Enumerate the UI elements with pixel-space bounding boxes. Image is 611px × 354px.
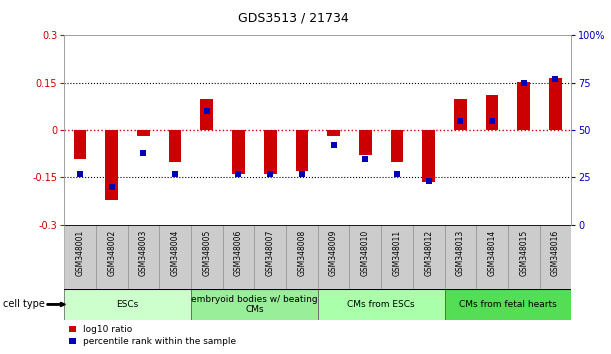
Bar	[445, 225, 476, 289]
Bar	[64, 289, 191, 320]
Text: embryoid bodies w/ beating
CMs: embryoid bodies w/ beating CMs	[191, 295, 318, 314]
Bar	[191, 225, 222, 289]
Text: GSM348016: GSM348016	[551, 230, 560, 276]
Bar	[191, 289, 318, 320]
Bar	[74, 130, 86, 159]
Bar	[159, 225, 191, 289]
Text: GSM348009: GSM348009	[329, 230, 338, 276]
Text: GSM348015: GSM348015	[519, 230, 529, 276]
Bar	[137, 130, 150, 136]
Bar	[445, 289, 571, 320]
Bar	[96, 225, 128, 289]
Text: GSM348014: GSM348014	[488, 230, 497, 276]
Bar	[413, 225, 445, 289]
Text: ESCs: ESCs	[117, 300, 139, 309]
Bar	[286, 225, 318, 289]
Bar	[318, 225, 349, 289]
Bar	[318, 289, 445, 320]
Bar	[518, 82, 530, 130]
Bar	[254, 225, 286, 289]
Bar	[64, 225, 96, 289]
Bar	[232, 130, 245, 174]
Text: GSM348012: GSM348012	[424, 230, 433, 276]
Bar	[296, 130, 308, 171]
Text: GSM348006: GSM348006	[234, 230, 243, 276]
Bar	[327, 130, 340, 136]
Bar	[349, 225, 381, 289]
Bar	[200, 98, 213, 130]
Text: cell type: cell type	[3, 299, 45, 309]
Text: CMs from fetal hearts: CMs from fetal hearts	[459, 300, 557, 309]
Bar	[169, 130, 181, 162]
Bar	[486, 95, 499, 130]
Bar	[422, 130, 435, 182]
Bar	[105, 130, 118, 200]
Bar	[381, 225, 413, 289]
Legend: log10 ratio, percentile rank within the sample: log10 ratio, percentile rank within the …	[68, 325, 236, 346]
Text: GSM348004: GSM348004	[170, 230, 180, 276]
Text: GSM348002: GSM348002	[107, 230, 116, 276]
Text: GDS3513 / 21734: GDS3513 / 21734	[238, 12, 349, 25]
Bar	[508, 225, 540, 289]
Bar	[128, 225, 159, 289]
Bar	[549, 78, 562, 130]
Text: GSM348003: GSM348003	[139, 230, 148, 276]
Bar	[390, 130, 403, 162]
Bar	[540, 225, 571, 289]
Text: GSM348010: GSM348010	[360, 230, 370, 276]
Bar	[476, 225, 508, 289]
Text: GSM348007: GSM348007	[266, 230, 275, 276]
Text: GSM348013: GSM348013	[456, 230, 465, 276]
Bar	[359, 130, 371, 155]
Text: CMs from ESCs: CMs from ESCs	[347, 300, 415, 309]
Bar	[264, 130, 277, 174]
Bar	[222, 225, 254, 289]
Text: GSM348001: GSM348001	[76, 230, 84, 276]
Text: GSM348008: GSM348008	[298, 230, 306, 276]
Bar	[454, 98, 467, 130]
Text: GSM348005: GSM348005	[202, 230, 211, 276]
Text: GSM348011: GSM348011	[392, 230, 401, 276]
